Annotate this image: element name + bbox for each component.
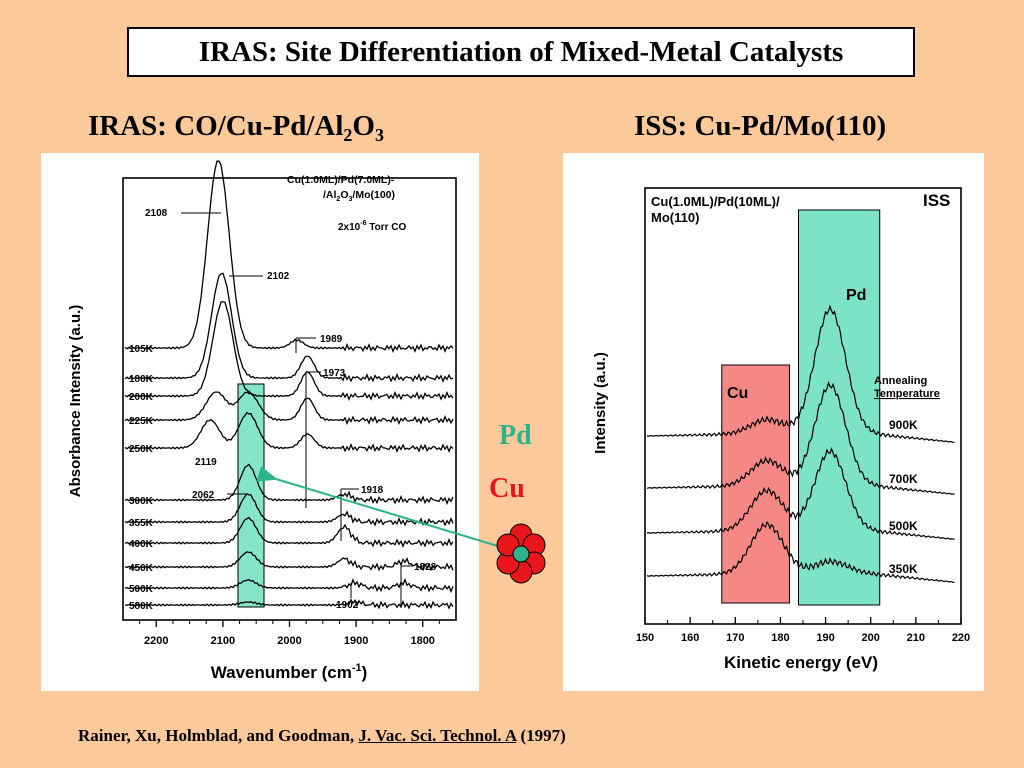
x-axis-label: Kinetic energy (eV) [724,653,878,672]
spectra-group: 105K 180K 200K 225K 250K 300K 355K 400K 450K 500K… [124,160,454,612]
iss-title: ISS [923,191,950,210]
slide-title: IRAS: Site Differentiation of Mixed-Meta… [127,27,915,77]
temperature-label: 300K [129,496,154,507]
temperature-label: 580K [129,601,154,612]
iras-heading: IRAS: CO/Cu-Pd/Al2O3 [88,110,384,145]
spectrum-line [124,272,454,384]
peak-annotation: 1828 [414,562,437,573]
pd-label: Pd [499,420,532,451]
legend-line-1: Cu(1.0ML)/Pd(10ML)/ [651,194,780,209]
temperature-label: 400K [129,539,154,550]
x-ticks: 2200 2100 2000 1900 1800 [139,620,440,647]
y-axis-label: Absorbance Intensity (a.u.) [67,305,84,498]
peak-annotation: 1989 [320,334,343,345]
x-tick-label: 200 [862,632,880,644]
peak-annotation: 2108 [145,208,168,219]
spectrum-line [646,380,955,495]
spectrum-line [124,411,454,454]
spectrum-line [124,551,454,572]
y-axis-label: Intensity (a.u.) [592,352,609,454]
temperature-label: 350K [889,562,918,576]
spectrum-line [124,598,454,610]
peak-annotation: 1902 [336,600,359,611]
temperature-label: 180K [129,374,154,385]
temperature-label: 450K [129,563,154,574]
temperature-label: Temperature [874,388,940,400]
spectrum-line [124,492,454,527]
x-tick-label: 210 [907,632,925,644]
x-tick-label: 2000 [277,635,301,647]
temperature-label: 500K [889,519,918,533]
pd-region-highlight [797,209,881,606]
spectrum-line [124,577,454,594]
spectrum-line [124,390,454,426]
temperature-label: 900K [889,418,918,432]
pd-region-label: Pd [846,287,866,304]
x-tick-label: 150 [636,632,654,644]
annealing-label: Annealing [874,375,927,387]
peak-annotation: 2102 [267,271,290,282]
spectrum-line [646,520,955,584]
temperature-label: 250K [129,444,154,455]
x-tick-label: 2100 [211,635,235,647]
x-axis-label: Wavenumber (cm-1) [211,662,368,682]
x-tick-label: 180 [771,632,789,644]
temperature-label: 105K [129,344,154,355]
legend-line-2: Mo(110) [651,210,699,225]
iras-chart: 105K 180K 200K 225K 250K 300K 355K 400K 450K 500K… [67,160,457,682]
pressure-label: 2x10-6 Torr CO [338,220,407,233]
cu-pd-cluster-icon [496,523,546,584]
legend-line-2: /Al2O3/Mo(100) [323,189,395,203]
x-tick-label: 190 [816,632,834,644]
journal-link[interactable]: J. Vac. Sci. Technol. A [358,726,517,745]
spectrum-line [124,301,454,402]
x-ticks: 150 160 170 180 190 200 210 220 [636,617,970,644]
cu-region-label: Cu [727,385,748,402]
peak-annotation: 2062 [192,490,215,501]
spectrum-line [124,463,454,506]
citation: Rainer, Xu, Holmblad, and Goodman, J. Va… [78,726,566,745]
x-tick-label: 160 [681,632,699,644]
legend-line-1: Cu(1.0ML)/Pd(7.0ML)- [287,174,395,186]
peak-annotation: 1918 [361,485,384,496]
peak-annotations: 2108 2102 1989 1973 2119 2062 1918 1828 1902 [145,208,437,611]
x-tick-label: 1900 [344,635,368,647]
plot-frame [122,177,457,621]
iss-panel: 900K 700K 500K 350K 150 160 170 180 190 200 210 22… [563,153,984,691]
spectrum-line [124,160,454,354]
spectra-group: 900K 700K 500K 350K [646,304,955,584]
iss-chart: 900K 700K 500K 350K 150 160 170 180 190 200 210 22… [592,187,970,672]
x-tick-label: 1800 [410,635,434,647]
temperature-label: 500K [129,584,154,595]
spectrum-line [646,447,955,541]
temperature-label: 700K [889,472,918,486]
iras-panel: 105K 180K 200K 225K 250K 300K 355K 400K 450K 500K… [41,153,479,691]
x-tick-label: 220 [952,632,970,644]
spectrum-line [646,304,955,444]
temperature-label: 355K [129,518,154,529]
x-tick-label: 2200 [144,635,168,647]
peak-annotation: 1973 [323,368,346,379]
cu-label: Cu [489,473,525,504]
temperature-label: 200K [129,392,154,403]
temperature-label: 225K [129,416,154,427]
x-tick-label: 170 [726,632,744,644]
iss-heading: ISS: Cu-Pd/Mo(110) [634,110,887,142]
peak-annotation: 2119 [195,457,217,468]
